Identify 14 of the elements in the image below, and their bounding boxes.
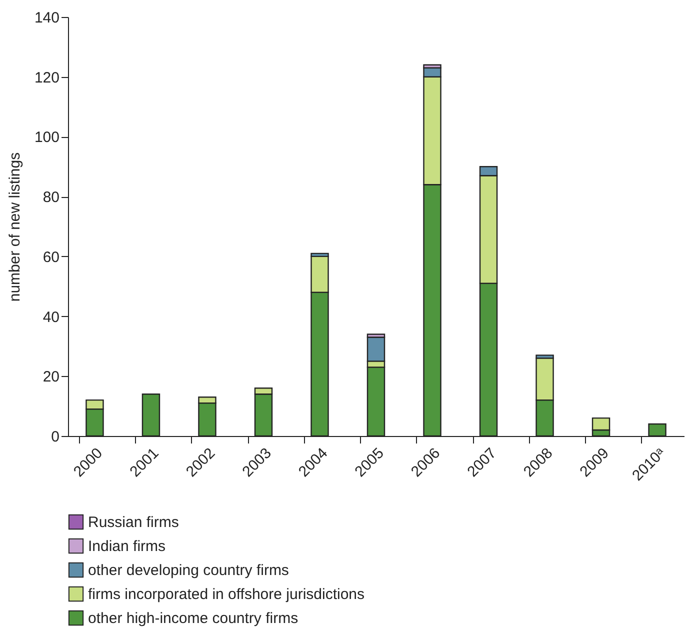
legend-label: other developing country firms <box>88 562 289 579</box>
legend-label: firms incorporated in offshore jurisdictions <box>88 586 365 603</box>
y-tick-label: 40 <box>42 308 60 326</box>
legend-label: Russian firms <box>88 514 179 531</box>
y-tick-label: 20 <box>42 368 60 386</box>
legend-label: Indian firms <box>88 538 166 555</box>
y-tick-label: 80 <box>42 189 60 206</box>
legend-label: other high-income country firms <box>88 610 298 627</box>
y-axis-title: number of new listings <box>6 152 24 302</box>
y-tick-label: 100 <box>34 129 60 146</box>
y-tick-label: 0 <box>51 428 60 446</box>
y-tick-label: 140 <box>34 10 60 26</box>
y-tick-label: 60 <box>42 248 60 266</box>
y-tick-label: 120 <box>34 69 60 86</box>
